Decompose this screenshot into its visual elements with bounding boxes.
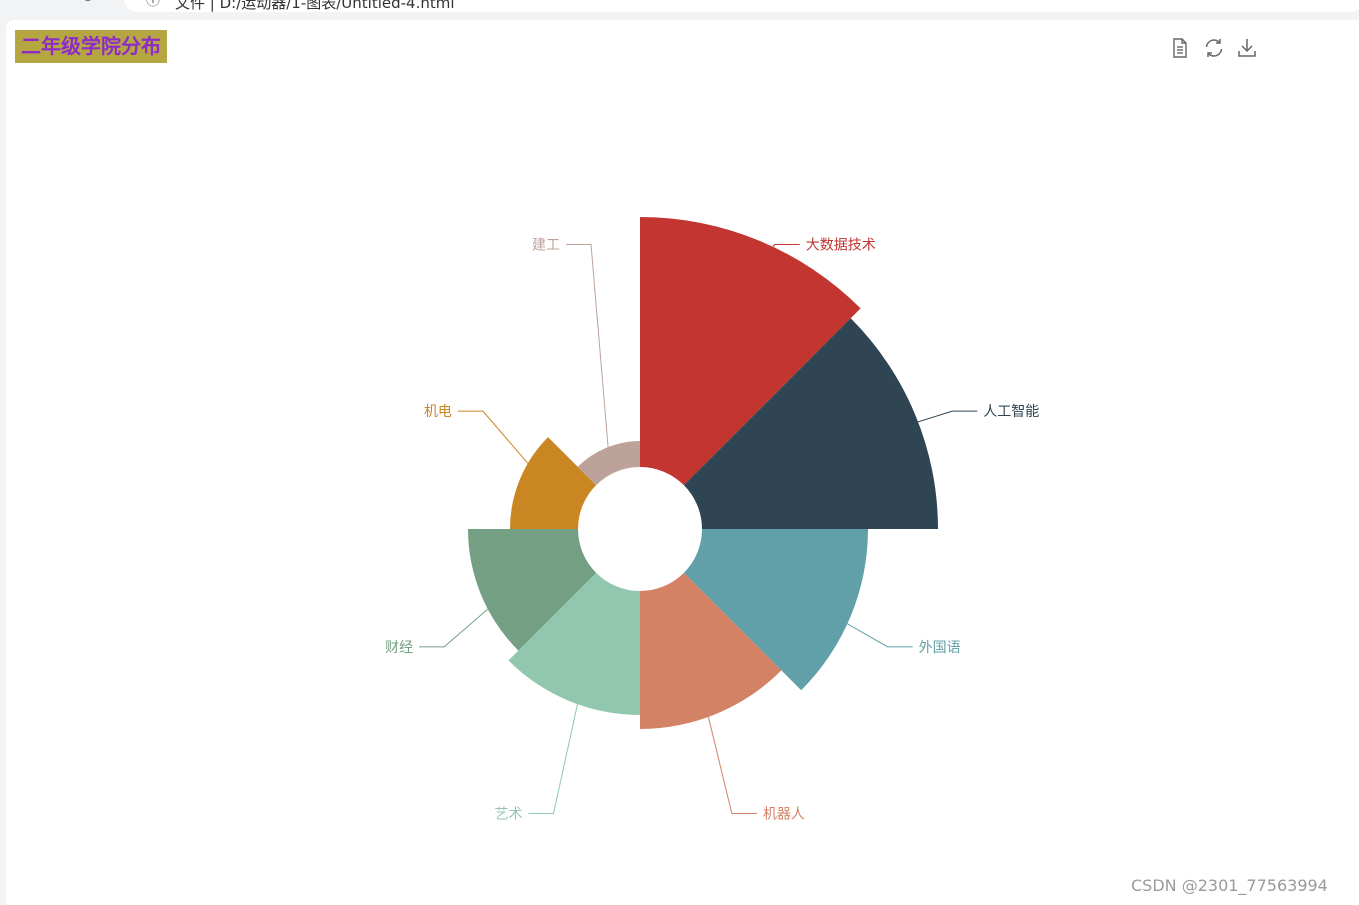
chart-toolbox bbox=[1168, 36, 1264, 60]
slice-label-6: 财经 bbox=[385, 640, 413, 656]
label-line-7 bbox=[457, 410, 554, 494]
rose-slice-4[interactable] bbox=[640, 572, 782, 729]
rose-slice-3[interactable] bbox=[683, 529, 868, 691]
rose-slice-2[interactable] bbox=[683, 318, 938, 529]
address-text[interactable]: 文件 | D:/运动器/1-图表/Untitled-4.html bbox=[175, 0, 455, 12]
label-line-2 bbox=[838, 410, 978, 448]
slice-label-2: 人工智能 bbox=[983, 404, 1039, 420]
slice-label-5: 艺术 bbox=[495, 807, 523, 823]
chart-title: 二年级学院分布 bbox=[15, 30, 167, 63]
label-line-3 bbox=[791, 591, 913, 648]
rose-slice-6[interactable] bbox=[468, 529, 597, 651]
slice-label-1: 大数据技术 bbox=[806, 237, 876, 253]
download-icon[interactable] bbox=[1235, 36, 1259, 60]
rose-slice-5[interactable] bbox=[508, 572, 640, 715]
reload-icon[interactable]: ↻ bbox=[80, 0, 95, 7]
rose-slice-1[interactable] bbox=[640, 217, 861, 486]
label-line-5 bbox=[528, 652, 590, 815]
label-line-4 bbox=[694, 661, 757, 815]
label-line-8 bbox=[566, 243, 610, 454]
slice-label-3: 外国语 bbox=[919, 640, 961, 656]
arrow-left-icon[interactable]: ← bbox=[28, 0, 43, 7]
slice-label-8: 建工 bbox=[532, 237, 560, 253]
label-line-6 bbox=[419, 576, 526, 648]
address-bar[interactable] bbox=[124, 0, 1359, 12]
watermark: CSDN @2301_77563994 bbox=[1131, 876, 1328, 895]
refresh-icon[interactable] bbox=[1202, 36, 1226, 60]
document-icon[interactable] bbox=[1168, 36, 1192, 60]
rose-slice-8[interactable] bbox=[577, 441, 640, 486]
slice-label-4: 机器人 bbox=[763, 807, 805, 823]
slice-label-7: 机电 bbox=[424, 404, 452, 420]
rose-slice-7[interactable] bbox=[510, 437, 597, 529]
label-line-1 bbox=[725, 243, 800, 322]
info-circle-icon[interactable]: ⓘ bbox=[146, 0, 160, 9]
